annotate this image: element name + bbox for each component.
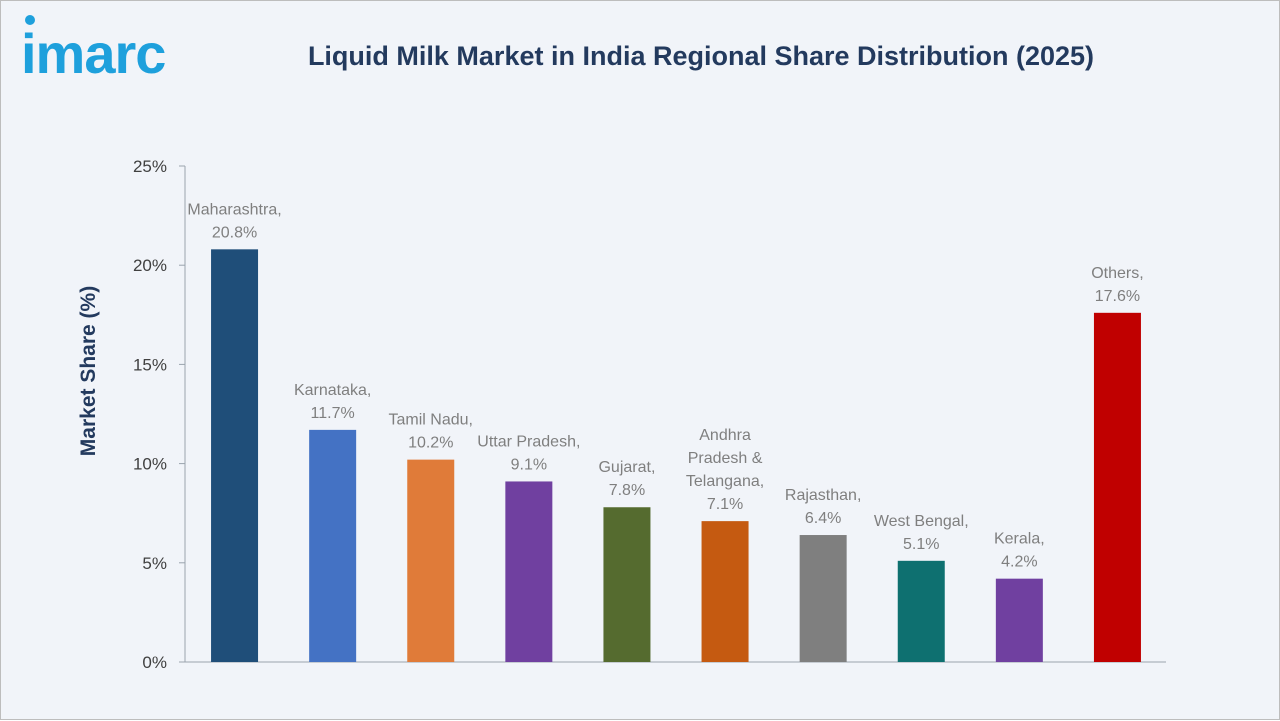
data-label-line: 4.2%	[1001, 554, 1037, 571]
data-label-line: Kerala,	[994, 531, 1045, 548]
data-label-line: 5.1%	[903, 536, 939, 553]
data-label: West Bengal, 5.1%	[874, 513, 969, 553]
chart-title: Liquid Milk Market in India Regional Sha…	[307, 41, 1095, 71]
data-label-line: Pradesh &	[688, 450, 763, 467]
bar-tamil-nadu	[407, 459, 455, 662]
bar-gujarat	[603, 507, 651, 662]
data-label: Maharashtra, 20.8%	[187, 201, 281, 241]
bar-others	[1093, 312, 1141, 662]
logo-text: imarc	[21, 22, 165, 85]
bar-maharashtra	[211, 249, 259, 662]
y-tick-label: 15%	[133, 355, 167, 374]
data-label: Karnataka, 11.7%	[294, 382, 371, 422]
bar-rajasthan	[799, 535, 847, 662]
bar-kerala	[995, 578, 1043, 662]
data-label-line: 11.7%	[311, 405, 355, 422]
bar-andhra-pradesh-telangana	[701, 521, 749, 662]
data-label: Uttar Pradesh, 9.1%	[477, 433, 580, 473]
data-label-line: 9.1%	[511, 456, 547, 473]
data-label-line: Telangana,	[686, 473, 764, 490]
bar-karnataka	[309, 429, 357, 662]
data-label: Andhra Pradesh & Telangana, 7.1%	[686, 427, 764, 513]
y-tick-label: 25%	[133, 157, 167, 176]
data-label-line: 7.8%	[609, 482, 645, 499]
bar-uttar-pradesh	[505, 481, 553, 662]
data-label-line: Andhra	[699, 427, 751, 444]
data-label-line: West Bengal,	[874, 513, 969, 530]
data-label: Gujarat, 7.8%	[598, 459, 655, 499]
data-label: Kerala, 4.2%	[994, 531, 1045, 571]
bar-west-bengal	[897, 560, 945, 662]
data-label-line: 17.6%	[1095, 288, 1140, 305]
y-tick-label: 10%	[133, 455, 167, 474]
data-label-line: Karnataka,	[294, 382, 371, 399]
data-label-line: Maharashtra,	[187, 201, 281, 218]
data-label-line: 6.4%	[805, 510, 841, 527]
data-label-line: Uttar Pradesh,	[477, 433, 580, 450]
y-tick-label: 0%	[142, 653, 167, 672]
data-label-line: 10.2%	[408, 435, 453, 452]
data-label: Rajasthan, 6.4%	[785, 487, 862, 527]
data-label-line: 7.1%	[707, 496, 743, 513]
logo-dot	[25, 15, 35, 25]
data-label-line: 20.8%	[212, 224, 257, 241]
data-label-line: Rajasthan,	[785, 487, 862, 504]
data-label: Tamil Nadu, 10.2%	[389, 412, 473, 452]
data-label-line: Tamil Nadu,	[389, 412, 473, 429]
imarc-logo: imarc	[21, 15, 166, 85]
data-label: Others, 17.6%	[1091, 265, 1143, 305]
y-tick-label: 20%	[133, 256, 167, 275]
data-label-line: Others,	[1091, 265, 1143, 282]
data-label-line: Gujarat,	[598, 459, 655, 476]
y-tick-label: 5%	[142, 554, 167, 573]
